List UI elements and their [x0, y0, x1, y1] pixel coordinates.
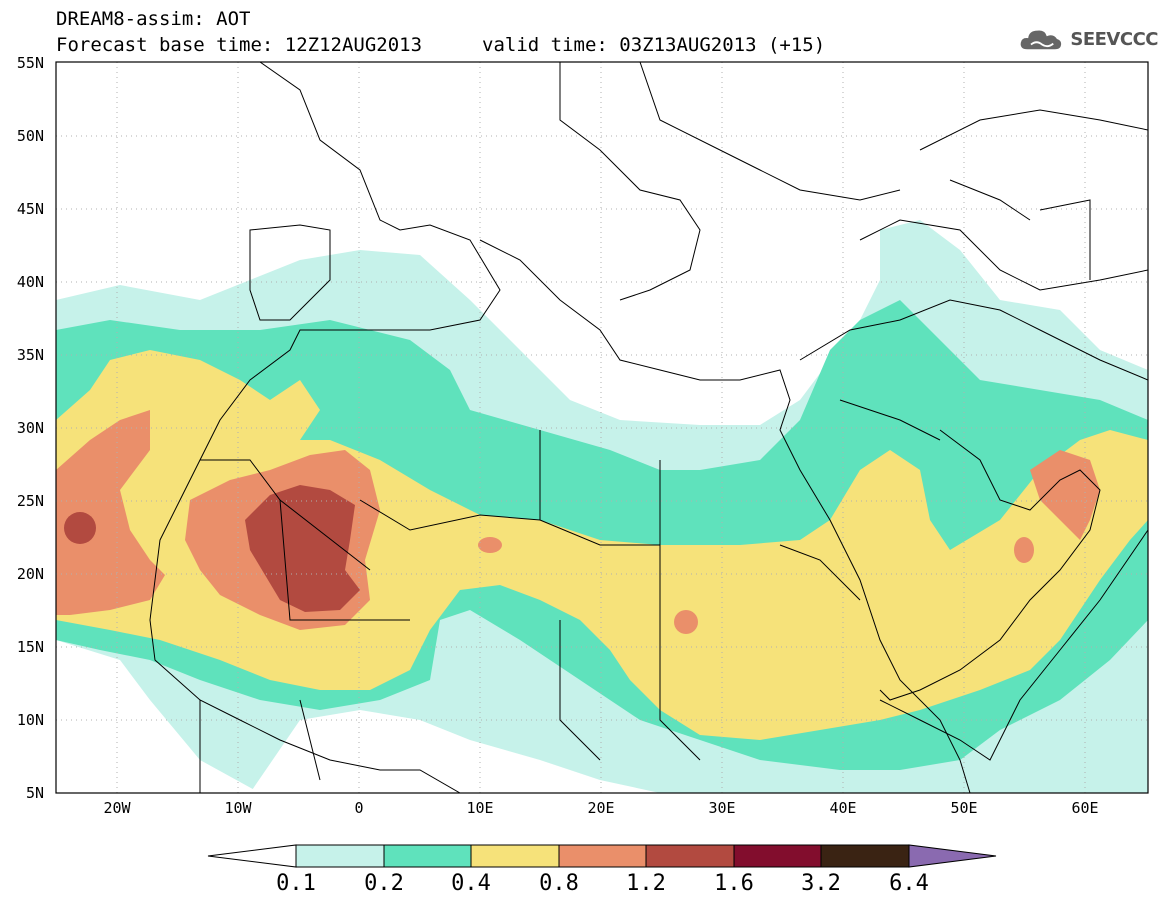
- lon-label: 40E: [829, 799, 857, 817]
- map-grid: [56, 62, 1148, 793]
- lon-label: 50E: [950, 799, 978, 817]
- lat-label: 40N: [16, 273, 44, 291]
- aot-contour-0.1-africa-south: [250, 710, 660, 793]
- colorbar-label: 0.2: [364, 871, 404, 896]
- lat-label: 5N: [25, 784, 44, 802]
- colorbar-bin-1.6-3.2: [733, 844, 822, 868]
- lat-label: 10N: [16, 711, 44, 729]
- colorbar-label: 0.1: [276, 871, 316, 896]
- lat-label: 15N: [16, 638, 44, 656]
- colorbar-bin-0.2-0.4: [383, 844, 472, 868]
- lon-label: 0: [354, 799, 364, 817]
- logo-text: SEEVCCC: [1070, 28, 1158, 50]
- forecast-base-time: Forecast base time: 12Z12AUG2013: [56, 34, 423, 56]
- colorbar-high-arrow: [908, 844, 997, 868]
- colorbar: [207, 844, 997, 868]
- colorbar-bin-0.8-1.2: [558, 844, 647, 868]
- aot-contour-0.1-south: [56, 640, 260, 793]
- colorbar-low-arrow: [207, 844, 297, 868]
- colorbar-bin-0.1-0.2: [295, 844, 385, 868]
- colorbar-label: 3.2: [801, 871, 841, 896]
- map-title: DREAM8-assim: AOT: [56, 8, 251, 30]
- lon-label: 20W: [103, 799, 131, 817]
- lat-label: 20N: [16, 565, 44, 583]
- lon-label: 10W: [224, 799, 252, 817]
- lon-label: 10E: [466, 799, 494, 817]
- colorbar-label: 6.4: [889, 871, 929, 896]
- valid-time: valid time: 03Z13AUG2013 (+15): [482, 34, 826, 56]
- colorbar-label: 0.4: [451, 871, 491, 896]
- aot-contour-0.8-spot3: [1014, 537, 1034, 563]
- plot-frame: [55, 61, 1149, 794]
- coastlines: [149, 62, 1148, 793]
- aot-contour-0.8-spot1: [478, 537, 502, 553]
- cloud-icon: [1020, 30, 1062, 50]
- aot-contour-0.8-west: [56, 410, 165, 615]
- lon-label: 60E: [1071, 799, 1099, 817]
- lon-label: 20E: [587, 799, 615, 817]
- lat-label: 30N: [16, 419, 44, 437]
- lat-label: 55N: [16, 54, 44, 72]
- lat-label: 45N: [16, 200, 44, 218]
- colorbar-bin-1.2-1.6: [645, 844, 735, 868]
- colorbar-label: 1.2: [626, 871, 666, 896]
- lat-label: 35N: [16, 346, 44, 364]
- lat-label: 25N: [16, 492, 44, 510]
- colorbar-bin-3.2-6.4: [820, 844, 910, 868]
- aot-contour-1.2-west: [64, 512, 96, 544]
- aot-contour-0.8-spot2: [674, 610, 698, 634]
- lon-label: 30E: [708, 799, 736, 817]
- lat-label: 50N: [16, 127, 44, 145]
- colorbar-label: 0.8: [539, 871, 579, 896]
- seevccc-logo: SEEVCCC: [1018, 22, 1158, 56]
- colorbar-bin-0.4-0.8: [470, 844, 560, 868]
- colorbar-label: 1.6: [714, 871, 754, 896]
- aot-contour-1.2-sahara: [245, 485, 360, 612]
